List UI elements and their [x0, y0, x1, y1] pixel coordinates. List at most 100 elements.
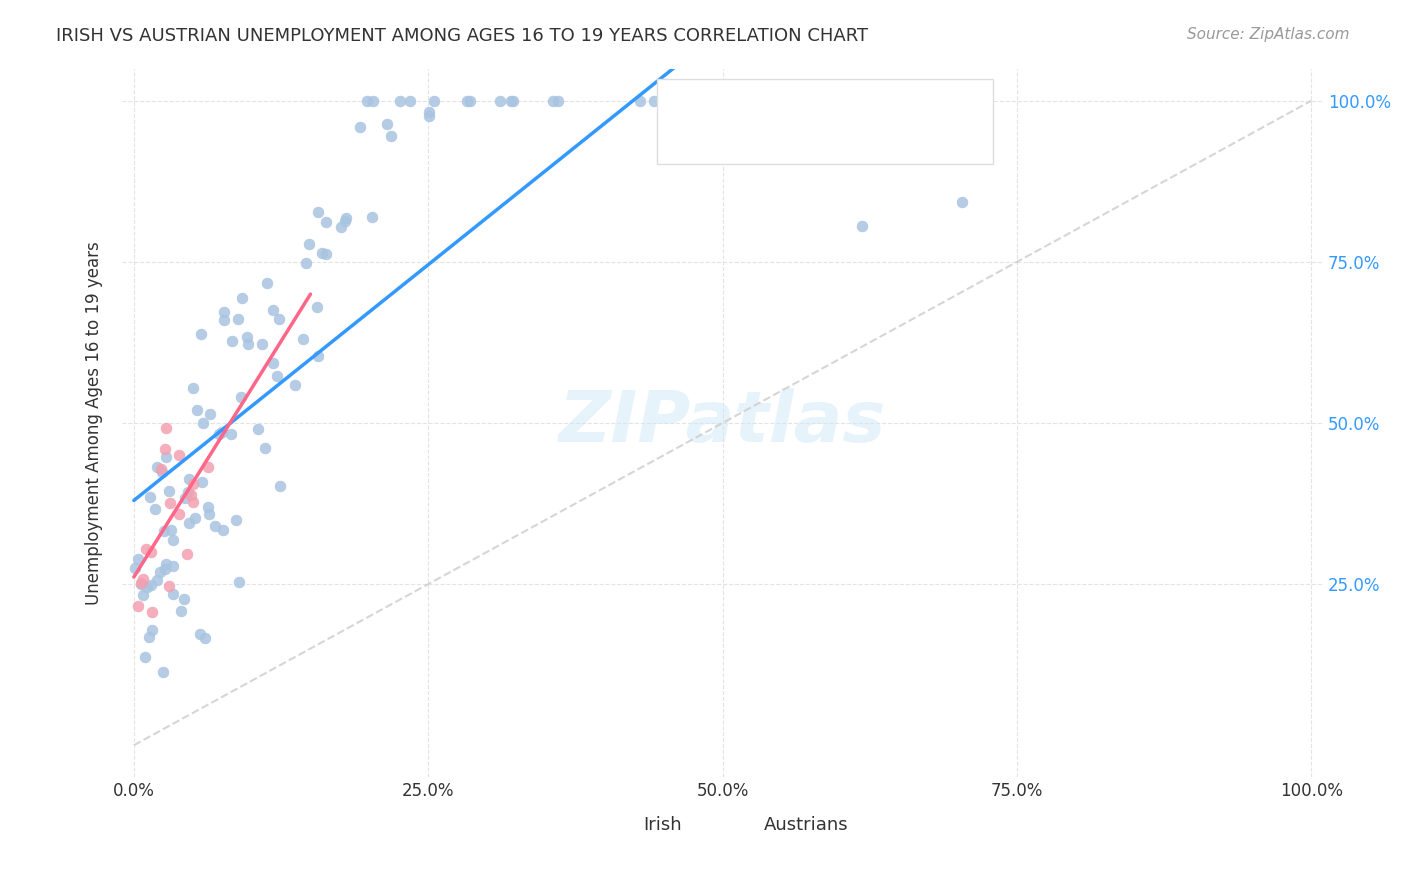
FancyBboxPatch shape	[675, 90, 710, 114]
Point	[266, 368, 288, 383]
Point	[252, 337, 274, 351]
Point	[167, 448, 190, 462]
Point	[141, 623, 163, 637]
Point	[333, 214, 356, 228]
Point	[851, 219, 873, 234]
Point	[136, 580, 159, 594]
Point	[375, 117, 398, 131]
Point	[177, 472, 200, 486]
Point	[141, 578, 163, 592]
Point	[173, 591, 195, 606]
Point	[361, 210, 384, 224]
Point	[139, 545, 162, 559]
Point	[157, 484, 180, 499]
Point	[146, 460, 169, 475]
Point	[236, 337, 259, 351]
Point	[231, 291, 253, 305]
Point	[127, 599, 149, 614]
Point	[356, 94, 378, 108]
Text: Austrians: Austrians	[765, 816, 849, 834]
Point	[155, 450, 177, 465]
Point	[398, 94, 420, 108]
Point	[307, 205, 329, 219]
Point	[208, 427, 231, 442]
Point	[204, 519, 226, 533]
Point	[153, 442, 176, 456]
Point	[155, 420, 177, 434]
Point	[179, 516, 201, 530]
Point	[335, 211, 357, 226]
Point	[212, 312, 235, 326]
Point	[197, 507, 219, 521]
Point	[180, 488, 202, 502]
Point	[143, 501, 166, 516]
Point	[188, 626, 211, 640]
Point	[226, 312, 249, 326]
Point	[174, 491, 197, 505]
Point	[138, 630, 160, 644]
Point	[184, 510, 207, 524]
Point	[191, 475, 214, 489]
Text: R = 0.669   N = 105: R = 0.669 N = 105	[723, 91, 920, 110]
Point	[547, 94, 569, 108]
Point	[699, 94, 721, 108]
Point	[298, 237, 321, 252]
Point	[489, 94, 512, 108]
Point	[149, 462, 172, 476]
Point	[225, 513, 247, 527]
Point	[361, 94, 384, 108]
Point	[211, 523, 233, 537]
Point	[330, 219, 353, 234]
Point	[456, 94, 478, 108]
Point	[541, 94, 564, 108]
Point	[235, 330, 257, 344]
Point	[269, 479, 291, 493]
FancyBboxPatch shape	[675, 121, 710, 146]
Point	[686, 94, 709, 108]
Point	[132, 573, 155, 587]
Point	[307, 300, 329, 314]
Point	[135, 542, 157, 557]
Point	[315, 215, 337, 229]
Point	[197, 460, 219, 475]
Point	[311, 246, 333, 260]
Point	[219, 427, 242, 442]
Point	[167, 508, 190, 522]
Text: Source: ZipAtlas.com: Source: ZipAtlas.com	[1187, 27, 1350, 42]
Point	[221, 334, 243, 349]
Text: ZIPatlas: ZIPatlas	[560, 389, 886, 458]
Point	[162, 559, 184, 574]
Point	[197, 500, 219, 514]
Point	[458, 94, 481, 108]
Point	[152, 665, 174, 680]
Point	[628, 94, 651, 108]
Point	[389, 94, 412, 108]
Point	[253, 442, 276, 456]
Point	[284, 377, 307, 392]
Point	[262, 302, 284, 317]
Point	[183, 494, 205, 508]
Point	[124, 561, 146, 575]
Point	[349, 120, 371, 134]
Point	[181, 381, 204, 395]
Point	[157, 578, 180, 592]
Point	[269, 311, 291, 326]
Text: Irish: Irish	[643, 816, 682, 834]
Point	[229, 390, 252, 404]
Text: IRISH VS AUSTRIAN UNEMPLOYMENT AMONG AGES 16 TO 19 YEARS CORRELATION CHART: IRISH VS AUSTRIAN UNEMPLOYMENT AMONG AGE…	[56, 27, 869, 45]
Point	[160, 523, 183, 537]
Point	[141, 605, 163, 619]
Point	[170, 604, 193, 618]
Point	[315, 247, 337, 261]
FancyBboxPatch shape	[759, 823, 794, 841]
Point	[211, 425, 233, 440]
Point	[153, 562, 176, 576]
Point	[228, 575, 250, 590]
Point	[138, 490, 160, 504]
Point	[162, 587, 184, 601]
Point	[294, 256, 316, 270]
Point	[380, 129, 402, 144]
Point	[129, 577, 152, 591]
Point	[162, 533, 184, 548]
Point	[307, 350, 329, 364]
